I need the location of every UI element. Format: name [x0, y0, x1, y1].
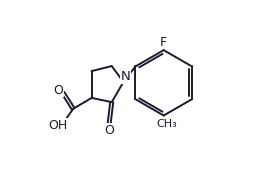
Text: N: N: [120, 70, 130, 83]
Text: OH: OH: [48, 119, 68, 132]
Text: CH₃: CH₃: [157, 118, 177, 129]
Text: O: O: [53, 84, 63, 97]
Text: O: O: [104, 124, 114, 137]
Text: F: F: [160, 36, 167, 49]
